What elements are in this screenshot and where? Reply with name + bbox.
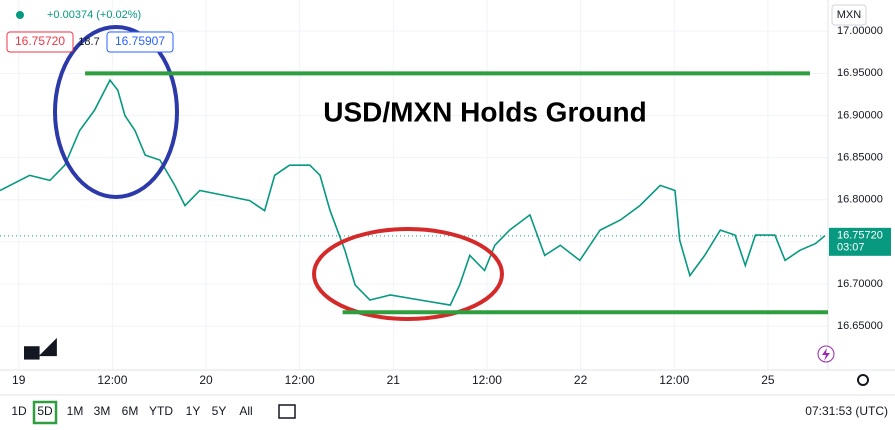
range-button[interactable]: 1M	[67, 404, 84, 418]
range-button[interactable]: 1Y	[186, 404, 201, 418]
last-price-box	[829, 227, 891, 256]
y-tick-label: 17.00000	[837, 25, 883, 37]
price-line	[0, 78, 826, 306]
last-price-label: 16.75720	[837, 230, 883, 242]
red-circle	[312, 227, 504, 321]
y-tick-label: 16.80000	[837, 194, 883, 206]
range-button[interactable]: 6M	[122, 404, 139, 418]
countdown: 03:07	[837, 242, 865, 254]
currency: MXN	[837, 9, 862, 21]
blue-circle	[53, 25, 179, 199]
lightning-glyph	[822, 348, 830, 361]
y-tick-label: 16.85000	[837, 152, 883, 164]
active-range-box	[32, 400, 58, 425]
clock: 07:31:53 (UTC)	[805, 404, 888, 418]
grid	[0, 0, 828, 370]
spread: 18.7	[78, 36, 99, 48]
calendar-icon[interactable]	[278, 404, 296, 419]
x-tick-label: 12:00	[285, 373, 315, 387]
ask: 16.75907	[115, 34, 165, 48]
y-tick-label: 16.70000	[837, 278, 883, 290]
x-tick-label: 21	[387, 373, 401, 387]
x-tick-label: 19	[12, 373, 26, 387]
range-button[interactable]: 1D	[11, 404, 27, 418]
range-button[interactable]: 3M	[94, 404, 111, 418]
range-button[interactable]: 5D	[37, 404, 53, 418]
range-button[interactable]: YTD	[149, 404, 173, 418]
tv-logo: ▄◢	[24, 333, 58, 360]
x-tick-label: 25	[761, 373, 775, 387]
ask-box[interactable]	[106, 31, 174, 53]
x-tick-label: 12:00	[659, 373, 689, 387]
change: +0.00374 (+0.02%)	[47, 9, 141, 21]
y-tick-label: 16.95000	[837, 67, 883, 79]
chart-title: USD/MXN Holds Ground	[323, 96, 647, 127]
toolbar: 1D 5D 1M 3M 6M YTD 1Y 5Y All	[11, 400, 253, 425]
x-tick-label: 22	[574, 373, 588, 387]
currency-box[interactable]	[831, 4, 867, 26]
y-tick-label: 16.90000	[837, 109, 883, 121]
settings-icon[interactable]	[857, 374, 869, 386]
range-button[interactable]: 5Y	[212, 404, 227, 418]
range-button[interactable]: All	[239, 404, 252, 418]
x-tick-label: 12:00	[472, 373, 502, 387]
bid: 16.75720	[15, 34, 65, 48]
status-dot	[16, 11, 24, 19]
y-tick-label: 16.65000	[837, 320, 883, 332]
bid-box[interactable]	[6, 31, 74, 53]
x-tick-label: 20	[199, 373, 213, 387]
plot	[0, 78, 828, 306]
x-tick-label: 12:00	[97, 373, 127, 387]
